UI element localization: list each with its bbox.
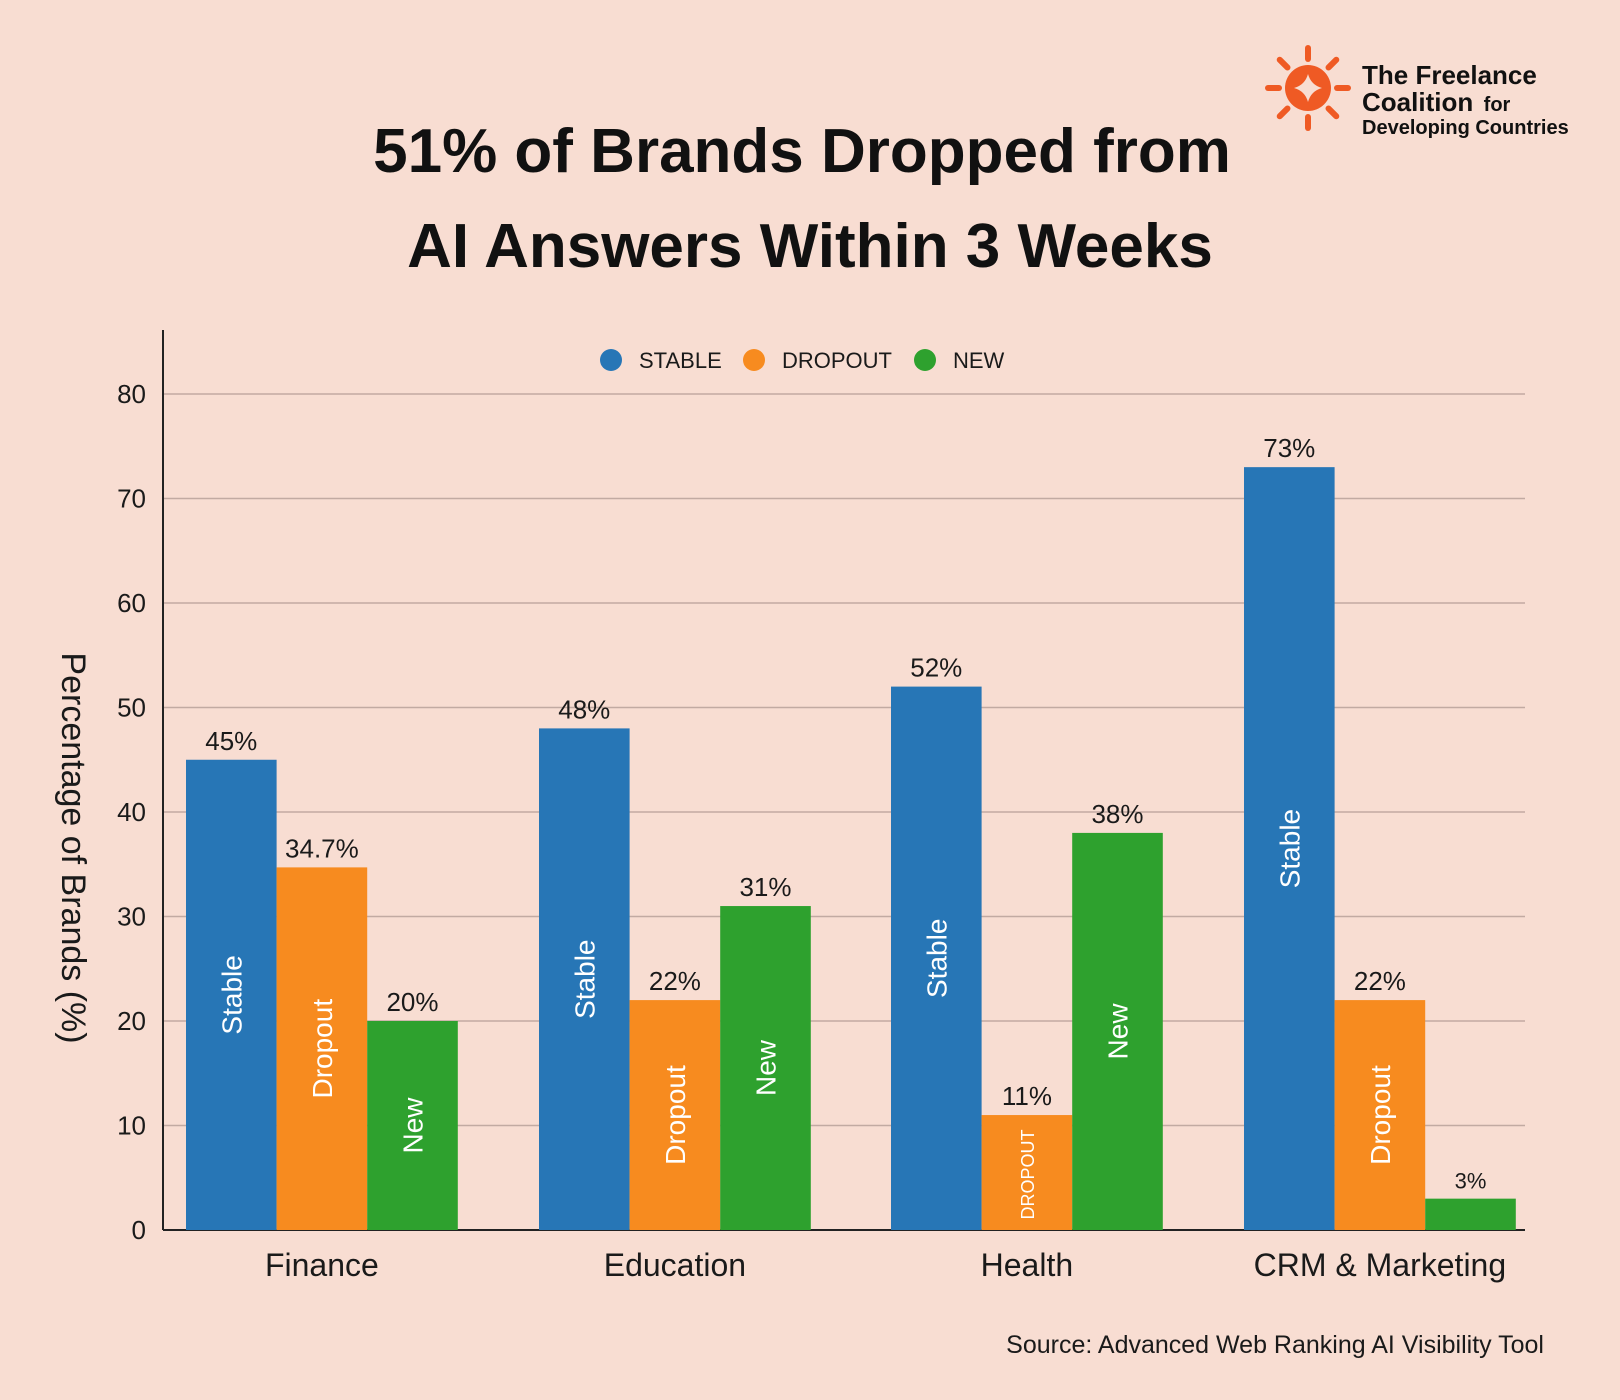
data-label: 34.7% bbox=[285, 833, 359, 863]
logo-line1: The Freelance bbox=[1362, 60, 1537, 90]
y-tick-label: 80 bbox=[117, 379, 146, 409]
legend-swatch bbox=[743, 349, 765, 371]
bar-stable bbox=[891, 686, 982, 1230]
bar-inner-label: Stable bbox=[921, 919, 952, 998]
logo-line3: Developing Countries bbox=[1362, 117, 1569, 139]
chart-title-line2: AI Answers Within 3 Weeks bbox=[407, 212, 1213, 281]
bar-dropout bbox=[629, 1000, 721, 1230]
x-category-label: Education bbox=[604, 1247, 746, 1283]
logo: The Freelance Coalition for Developing C… bbox=[1265, 45, 1569, 139]
bar-inner-label: Dropout bbox=[1365, 1065, 1396, 1165]
legend-swatch bbox=[600, 349, 622, 371]
data-label: 45% bbox=[205, 726, 257, 756]
y-tick-label: 30 bbox=[117, 902, 146, 932]
data-label: 3% bbox=[1455, 1169, 1487, 1194]
bar-inner-label: Stable bbox=[1274, 809, 1305, 888]
bar-stable bbox=[186, 759, 277, 1230]
logo-line2-bold: Coalition bbox=[1362, 87, 1473, 117]
bar-new bbox=[367, 1021, 458, 1230]
sun-logo-icon bbox=[1265, 45, 1351, 131]
bar-new bbox=[1425, 1198, 1516, 1230]
bar-inner-label: Stable bbox=[569, 939, 600, 1018]
x-category-label: CRM & Marketing bbox=[1254, 1247, 1507, 1283]
y-tick-label: 50 bbox=[117, 693, 146, 723]
legend-label: NEW bbox=[953, 348, 1005, 373]
bar-dropout bbox=[981, 1115, 1073, 1230]
legend-label: STABLE bbox=[639, 348, 722, 373]
legend: STABLE DROPOUT NEW bbox=[600, 348, 1005, 373]
data-label: 22% bbox=[649, 966, 701, 996]
bar-inner-label: Dropout bbox=[660, 1065, 691, 1165]
x-category-label: Finance bbox=[265, 1247, 379, 1283]
bar-inner-label: New bbox=[1103, 1003, 1134, 1060]
y-axis-label: Percentage of Brands (%) bbox=[54, 652, 92, 1043]
data-label: 31% bbox=[739, 872, 791, 902]
data-label: 38% bbox=[1091, 799, 1143, 829]
bar-inner-label: New bbox=[751, 1039, 782, 1096]
bars: 45% Stable 34.7% Dropout 20% New Finance 48% Sta… bbox=[186, 433, 1516, 1283]
data-label: 20% bbox=[386, 987, 438, 1017]
bar-inner-label: New bbox=[398, 1097, 429, 1154]
y-tick-label: 70 bbox=[117, 484, 146, 514]
data-label: 22% bbox=[1354, 966, 1406, 996]
bar-stable bbox=[539, 728, 630, 1230]
bar-inner-label: DROPOUT bbox=[1018, 1129, 1038, 1219]
data-label: 48% bbox=[558, 694, 610, 724]
y-tick-label: 20 bbox=[117, 1006, 146, 1036]
bar-inner-label: Stable bbox=[216, 955, 247, 1034]
x-category-label: Health bbox=[981, 1247, 1074, 1283]
logo-line2-rest: for bbox=[1484, 94, 1511, 116]
data-label: 73% bbox=[1263, 433, 1315, 463]
bar-new bbox=[720, 906, 811, 1230]
logo-line2: Coalition for bbox=[1362, 87, 1511, 117]
bar-new bbox=[1072, 832, 1163, 1230]
bar-dropout bbox=[1334, 1000, 1426, 1230]
data-label: 11% bbox=[1002, 1081, 1052, 1111]
y-tick-label: 0 bbox=[132, 1215, 146, 1245]
bar-stable bbox=[1244, 467, 1335, 1230]
legend-label: DROPOUT bbox=[782, 348, 892, 373]
bar-dropout bbox=[276, 867, 368, 1230]
data-label: 52% bbox=[910, 653, 962, 683]
source-note: Source: Advanced Web Ranking AI Visibili… bbox=[1006, 1331, 1544, 1359]
chart-title-line1: 51% of Brands Dropped from bbox=[373, 117, 1231, 186]
y-tick-label: 10 bbox=[117, 1111, 146, 1141]
bar-inner-label: Dropout bbox=[307, 999, 338, 1099]
y-tick-label: 40 bbox=[117, 797, 146, 827]
legend-swatch bbox=[914, 349, 936, 371]
y-tick-label: 60 bbox=[117, 588, 146, 618]
